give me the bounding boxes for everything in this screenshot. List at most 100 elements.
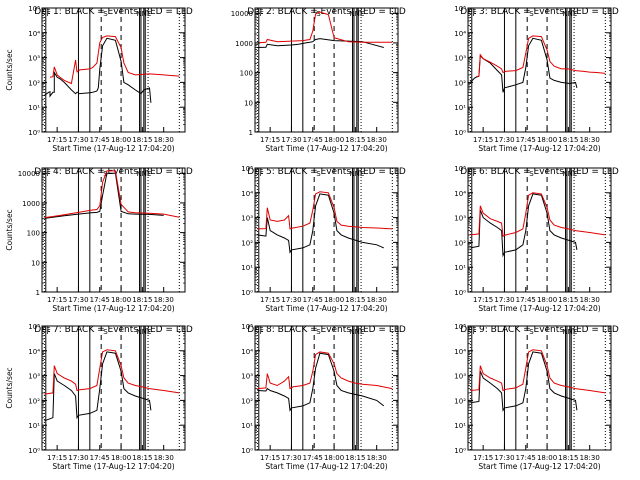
y-tick-label: 10²: [241, 397, 253, 405]
x-axis-label: Start Time (17-Aug-12 17:04:20): [478, 304, 600, 313]
y-tick-label: 1000: [235, 40, 253, 48]
y-tick-label: 10000: [231, 10, 253, 18]
y-tick-label: 10: [244, 99, 253, 107]
x-tick-label: 18:30: [154, 296, 174, 304]
marker-annotation: S: [316, 328, 321, 336]
y-axis-label: Counts/sec: [5, 367, 14, 408]
plot-frame: [467, 7, 612, 133]
x-tick-label: 17:45: [516, 454, 536, 462]
lld-series-line: [475, 35, 606, 78]
x-tick-label: 18:00: [324, 296, 344, 304]
y-tick-label: 10: [31, 259, 40, 267]
y-axis-label: Counts/sec: [5, 49, 14, 90]
lld-series-line: [470, 192, 606, 237]
x-tick-label: 18:00: [111, 454, 131, 462]
marker-annotation: NNE: [562, 328, 577, 336]
y-tick-label: 10³: [454, 373, 466, 381]
y-tick-label: 10²: [28, 79, 40, 87]
lld-series-line: [257, 351, 393, 390]
x-tick-label: 17:45: [516, 136, 536, 144]
events-series-line: [470, 193, 578, 258]
y-tick-label: 10⁴: [241, 348, 253, 356]
x-axis-label: Start Time (17-Aug-12 17:04:20): [52, 462, 174, 471]
plot-frame: [254, 325, 399, 451]
marker-annotation: S: [103, 10, 108, 18]
x-tick-label: 17:15: [260, 454, 280, 462]
lld-series-line: [470, 349, 606, 394]
y-tick-label: 10⁴: [28, 348, 40, 356]
x-tick-label: 17:45: [90, 296, 110, 304]
x-tick-label: 17:30: [281, 136, 301, 144]
marker-annotation: F: [47, 170, 51, 178]
y-tick-label: 10¹: [28, 422, 40, 430]
panel-title: Det 5: BLACK = Events, RED = LLD: [247, 167, 406, 177]
marker-annotation: NNE: [136, 10, 151, 18]
y-tick-label: 10⁴: [28, 30, 40, 38]
x-tick-label: 18:15: [345, 136, 365, 144]
y-tick-label: 10000: [18, 170, 40, 178]
x-tick-label: 17:30: [494, 296, 514, 304]
y-tick-label: 10⁵: [454, 165, 466, 173]
y-tick-label: 10⁴: [241, 190, 253, 198]
y-tick-label: 10⁰: [28, 447, 40, 455]
panel-title: Det 2: BLACK = Events, RED = LLD: [247, 7, 406, 17]
y-tick-label: 10⁴: [454, 30, 466, 38]
y-tick-label: 10³: [454, 215, 466, 223]
events-series-line: [257, 193, 385, 254]
x-tick-label: 18:15: [345, 296, 365, 304]
marker-annotation: NNE: [349, 10, 364, 18]
y-tick-label: 10⁵: [28, 323, 40, 331]
x-tick-label: 18:00: [537, 454, 557, 462]
x-tick-label: 17:45: [303, 296, 323, 304]
y-tick-label: 10⁴: [454, 190, 466, 198]
y-tick-label: 10³: [454, 55, 466, 63]
x-tick-label: 18:15: [345, 454, 365, 462]
y-tick-label: 10¹: [241, 422, 253, 430]
lld-series-line: [257, 11, 393, 44]
marker-annotation: S: [529, 10, 534, 18]
y-tick-label: 10⁰: [454, 289, 466, 297]
x-tick-label: 17:15: [473, 454, 493, 462]
y-tick-label: 10³: [28, 55, 40, 63]
y-tick-label: 10⁰: [454, 447, 466, 455]
x-tick-label: 17:30: [281, 454, 301, 462]
y-tick-label: 10⁵: [454, 5, 466, 13]
marker-annotation: F: [47, 328, 51, 336]
y-tick-label: 1: [36, 289, 40, 297]
x-tick-label: 17:15: [260, 296, 280, 304]
marker-annotation: S: [316, 170, 321, 178]
x-tick-label: 17:45: [90, 454, 110, 462]
plot-frame: [254, 167, 399, 293]
marker-annotation: F: [473, 328, 477, 336]
plot-frame: [41, 7, 186, 133]
y-tick-label: 10⁰: [241, 289, 253, 297]
marker-annotation: S: [103, 328, 108, 336]
marker-annotation: F: [260, 328, 264, 336]
x-tick-label: 17:45: [303, 454, 323, 462]
x-tick-label: 17:15: [473, 296, 493, 304]
x-tick-label: 18:30: [154, 454, 174, 462]
x-tick-label: 17:15: [473, 136, 493, 144]
x-tick-label: 18:30: [367, 296, 387, 304]
x-tick-label: 18:00: [537, 136, 557, 144]
x-tick-label: 17:30: [68, 136, 88, 144]
x-tick-label: 17:45: [90, 136, 110, 144]
x-axis-label: Start Time (17-Aug-12 17:04:20): [265, 304, 387, 313]
y-tick-label: 10²: [454, 397, 466, 405]
marker-annotation: NNE: [562, 170, 577, 178]
panel-title: Det 3: BLACK = Events, RED = LLD: [460, 7, 619, 17]
marker-annotation: NNE: [349, 170, 364, 178]
x-tick-label: 18:15: [132, 136, 152, 144]
marker-annotation: F: [260, 170, 264, 178]
plot-frame: [467, 325, 612, 451]
y-tick-label: 100: [240, 70, 253, 78]
x-axis-label: Start Time (17-Aug-12 17:04:20): [265, 462, 387, 471]
y-tick-label: 10³: [241, 215, 253, 223]
x-axis-label: Start Time (17-Aug-12 17:04:20): [52, 144, 174, 153]
x-tick-label: 17:30: [494, 454, 514, 462]
